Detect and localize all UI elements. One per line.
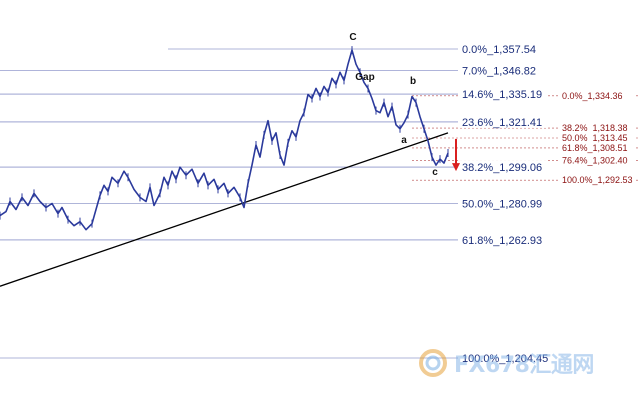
fib-main-label-bg bbox=[458, 196, 548, 210]
fib-secondary-label-bg bbox=[560, 132, 636, 144]
fib-main-label: 61.8%_1,262.93 bbox=[462, 235, 542, 247]
fib-main-label-bg bbox=[458, 160, 548, 174]
fib-main-label-bg bbox=[458, 232, 548, 246]
fib-secondary-label-bg bbox=[560, 90, 636, 102]
fib-main-label-bg bbox=[458, 114, 548, 128]
fib-main-label: 14.6%_1,335.19 bbox=[462, 89, 542, 101]
wave-label-gap: Gap bbox=[355, 72, 374, 83]
fib-secondary-label: 0.0%_1,334.36 bbox=[562, 91, 623, 101]
fib-secondary-label: 100.0%_1,292.53 bbox=[562, 175, 633, 185]
fib-main-label-bg bbox=[458, 87, 548, 101]
fib-main-label: 23.6%_1,321.41 bbox=[462, 117, 542, 129]
wave-label-peak: C bbox=[349, 32, 356, 43]
trendline-layer bbox=[0, 132, 449, 287]
fib-secondary-label: 38.2%_1,318.38 bbox=[562, 123, 628, 133]
price-layer bbox=[0, 46, 449, 231]
wave-labels: C Gap b a c bbox=[349, 32, 438, 178]
fib-main-label-bg bbox=[458, 42, 548, 55]
wave-label-a: a bbox=[401, 135, 407, 146]
down-arrow-head bbox=[452, 163, 460, 172]
fib-main-label: 7.0%_1,346.82 bbox=[462, 66, 536, 78]
watermark-text: FX678汇通网 bbox=[454, 353, 594, 378]
fib-main-labels: 0.0%_1,357.54 7.0%_1,346.82 14.6%_1,335.19… bbox=[458, 42, 548, 365]
watermark: FX678汇通网 bbox=[418, 346, 594, 380]
price-line bbox=[0, 49, 449, 231]
trendline bbox=[0, 132, 449, 287]
fib-secondary-label-bg bbox=[560, 122, 636, 134]
fib-secondary-label-bg bbox=[560, 142, 636, 154]
fib-main-label: 0.0%_1,357.54 bbox=[462, 44, 536, 56]
fib-main-label: 50.0%_1,280.99 bbox=[462, 199, 542, 211]
circle-logo-icon bbox=[419, 349, 447, 377]
fib-secondary-labels: 0.0%_1,334.36 38.2%_1,318.3850.0%_1,313.4… bbox=[560, 90, 636, 186]
fib-main-lines bbox=[0, 48, 548, 359]
fib-secondary-label: 61.8%_1,308.51 bbox=[562, 143, 628, 153]
fib-main-label: 100.0%_1,204.45 bbox=[462, 353, 548, 365]
fib-main-label-bg bbox=[458, 351, 548, 364]
fib-secondary-label-bg bbox=[560, 174, 636, 186]
wave-label-b: b bbox=[410, 76, 416, 87]
fib-secondary-label: 50.0%_1,313.45 bbox=[562, 133, 628, 143]
fib-secondary-label: 76.4%_1,302.40 bbox=[562, 155, 628, 165]
wave-label-c: c bbox=[432, 167, 438, 178]
arrow-layer bbox=[452, 138, 460, 172]
fib-main-label-bg bbox=[458, 63, 548, 77]
fib-secondary-label-bg bbox=[560, 154, 636, 166]
fib-main-label: 38.2%_1,299.06 bbox=[462, 162, 542, 174]
